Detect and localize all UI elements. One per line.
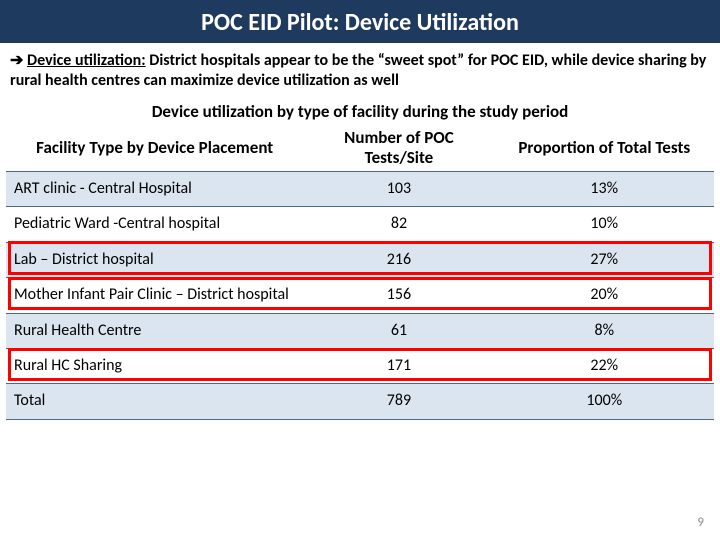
cell-facility: Rural Health Centre — [6, 313, 303, 348]
cell-facility: Mother Infant Pair Clinic – District hos… — [6, 278, 303, 313]
cell-prop: 20% — [495, 278, 714, 313]
col-header-tests: Number of POC Tests/Site — [303, 124, 494, 172]
table-row: Total789100% — [6, 384, 714, 419]
cell-prop: 22% — [495, 349, 714, 384]
table-row: Mother Infant Pair Clinic – District hos… — [6, 278, 714, 313]
summary-text: ➔ Device utilization: District hospitals… — [0, 43, 720, 97]
table-header-row: Facility Type by Device Placement Number… — [6, 124, 714, 172]
cell-facility: Lab – District hospital — [6, 242, 303, 277]
table-row: Rural HC Sharing17122% — [6, 349, 714, 384]
summary-lead: Device utilization: — [27, 51, 146, 70]
table-row: Rural Health Centre618% — [6, 313, 714, 348]
cell-tests: 789 — [303, 384, 494, 419]
cell-facility: Total — [6, 384, 303, 419]
cell-prop: 13% — [495, 172, 714, 207]
cell-tests: 82 — [303, 207, 494, 242]
cell-prop: 100% — [495, 384, 714, 419]
utilization-table: Facility Type by Device Placement Number… — [6, 124, 714, 420]
page-number: 9 — [697, 515, 704, 530]
cell-facility: Rural HC Sharing — [6, 349, 303, 384]
cell-prop: 8% — [495, 313, 714, 348]
cell-prop: 10% — [495, 207, 714, 242]
cell-facility: ART clinic - Central Hospital — [6, 172, 303, 207]
slide-title: POC EID Pilot: Device Utilization — [0, 0, 720, 43]
table-row: Lab – District hospital21627% — [6, 242, 714, 277]
table-row: ART clinic - Central Hospital10313% — [6, 172, 714, 207]
col-header-facility: Facility Type by Device Placement — [6, 124, 303, 172]
cell-tests: 156 — [303, 278, 494, 313]
table-caption: Device utilization by type of facility d… — [0, 97, 720, 124]
arrow-icon: ➔ — [10, 51, 23, 70]
cell-tests: 216 — [303, 242, 494, 277]
table-wrap: Facility Type by Device Placement Number… — [6, 124, 714, 420]
cell-tests: 103 — [303, 172, 494, 207]
cell-tests: 61 — [303, 313, 494, 348]
cell-facility: Pediatric Ward -Central hospital — [6, 207, 303, 242]
cell-tests: 171 — [303, 349, 494, 384]
cell-prop: 27% — [495, 242, 714, 277]
table-row: Pediatric Ward -Central hospital8210% — [6, 207, 714, 242]
col-header-prop: Proportion of Total Tests — [495, 124, 714, 172]
